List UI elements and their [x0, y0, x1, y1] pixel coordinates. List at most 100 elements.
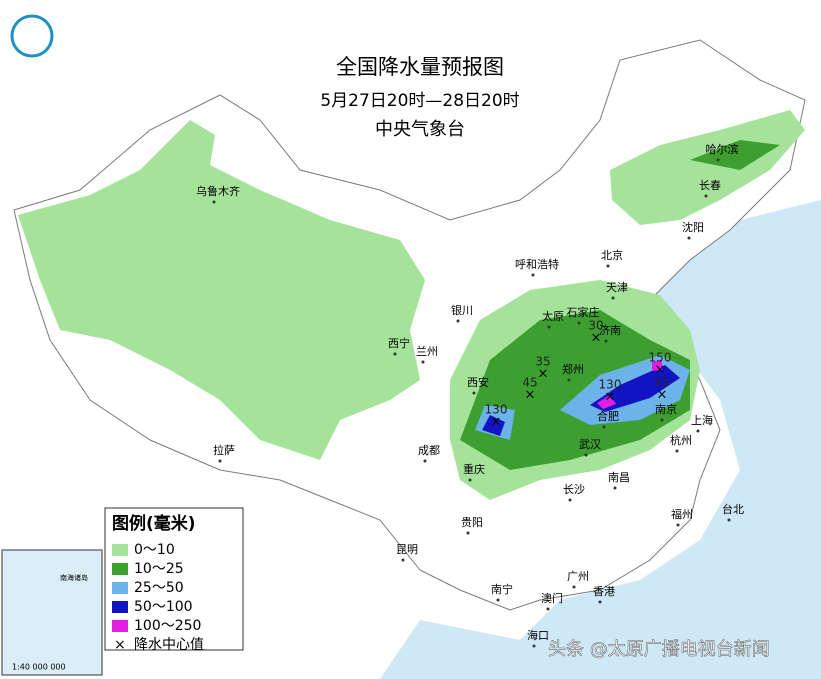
city-label: 上海 [691, 413, 713, 427]
city-label: 海口 [527, 628, 549, 642]
city-label: 西宁 [388, 336, 410, 350]
center-value: 45 [654, 376, 669, 390]
city-dot [472, 391, 476, 395]
legend-swatch [112, 563, 128, 575]
rain-area-moderate [475, 355, 690, 440]
city-label: 银川 [451, 303, 473, 317]
sea [380, 200, 821, 679]
city-dot [496, 598, 500, 602]
legend-swatch [112, 620, 128, 632]
center-value: 35 [535, 355, 550, 369]
city-dot [676, 523, 680, 527]
center-marker: × [591, 331, 602, 346]
city-label: 哈尔滨 [706, 142, 739, 156]
center-marker: × [655, 363, 666, 378]
city-label: 福州 [671, 507, 693, 521]
city-dot [696, 429, 700, 433]
logo [10, 14, 54, 58]
legend-label: 0～10 [134, 542, 175, 558]
rain-area-west [18, 120, 425, 460]
city-dot [613, 486, 617, 490]
agency: 中央气象台 [375, 119, 465, 140]
city-label: 香港 [593, 585, 615, 598]
city-dot [546, 607, 550, 611]
city-label: 济南 [599, 323, 621, 337]
city-label: 长沙 [563, 483, 585, 496]
inset-scale: 1:40 000 000 [12, 663, 66, 672]
city-dot [572, 585, 576, 589]
legend-label: 10～25 [134, 561, 184, 577]
legend-swatch [112, 601, 128, 613]
legend-label: 25～50 [134, 580, 184, 596]
inset-label: 南海诸岛 [60, 573, 88, 582]
city-label: 合肥 [597, 409, 619, 423]
center-value: 30 [588, 319, 603, 333]
city-dot [423, 459, 427, 463]
city-label: 拉萨 [213, 443, 235, 457]
city-dot [547, 325, 551, 329]
city-label: 成都 [418, 444, 440, 457]
city-label: 南昌 [608, 471, 630, 484]
city-label: 呼和浩特 [515, 257, 559, 271]
city-dot [212, 200, 216, 204]
legend-swatch [112, 582, 128, 594]
city-dot [568, 498, 572, 502]
center-marker: × [538, 367, 549, 382]
center-marker: × [491, 415, 502, 430]
city-dot [468, 478, 472, 482]
city-label: 天津 [606, 281, 628, 294]
city-dot [532, 644, 536, 648]
center-value: 130 [485, 403, 508, 417]
legend-label: 50～100 [134, 599, 193, 615]
city-dot [604, 339, 608, 343]
center-value: 130 [599, 378, 622, 392]
center-marker: × [657, 388, 668, 403]
city-label: 长春 [699, 179, 721, 192]
city-label: 石家庄 [567, 305, 600, 319]
city-dot [567, 378, 571, 382]
city-label: 杭州 [670, 433, 692, 447]
city-label: 贵阳 [461, 516, 483, 529]
city-dot [606, 264, 610, 268]
rain-area-heavy [482, 365, 680, 436]
city-dot [466, 531, 470, 535]
legend-center-symbol: × [114, 637, 126, 653]
rain-area-northeast [610, 110, 805, 225]
watermark: 头条 @太原广播电视台新闻 [548, 639, 770, 660]
city-dot [401, 558, 405, 562]
city-dot [584, 453, 588, 457]
city-label: 台北 [722, 502, 744, 516]
legend-swatch [112, 544, 128, 556]
city-dot [531, 273, 535, 277]
city-dot [687, 236, 691, 240]
rain-area-northeast-core [690, 140, 780, 170]
city-label: 重庆 [463, 462, 485, 476]
city-dot [660, 418, 664, 422]
city-label: 武汉 [579, 438, 601, 451]
city-dot [598, 600, 602, 604]
city-label: 沈阳 [682, 220, 704, 234]
city-dot [704, 194, 708, 198]
city-dot [727, 518, 731, 522]
city-label: 太原 [542, 310, 564, 323]
center-value: 45 [522, 376, 537, 390]
title: 全国降水量预报图 [336, 55, 504, 79]
center-marker: × [525, 388, 536, 403]
city-dot [456, 319, 460, 323]
center-marker: × [605, 390, 616, 405]
city-dot [393, 352, 397, 356]
rain-area-severe [597, 360, 662, 409]
city-label: 澳门 [541, 591, 563, 605]
legend-label: 100～250 [134, 618, 201, 634]
rain-area-central-core [460, 310, 690, 470]
subtitle: 5月27日20时—28日20时 [320, 91, 519, 111]
city-label: 北京 [601, 248, 623, 262]
city-dot [421, 360, 425, 364]
city-dot [675, 449, 679, 453]
city-label: 南宁 [491, 582, 513, 596]
center-value: 150 [649, 351, 672, 365]
city-dot [577, 321, 581, 325]
legend-label: 降水中心值 [134, 637, 204, 653]
city-label: 乌鲁木齐 [196, 184, 240, 198]
city-dot [611, 296, 615, 300]
